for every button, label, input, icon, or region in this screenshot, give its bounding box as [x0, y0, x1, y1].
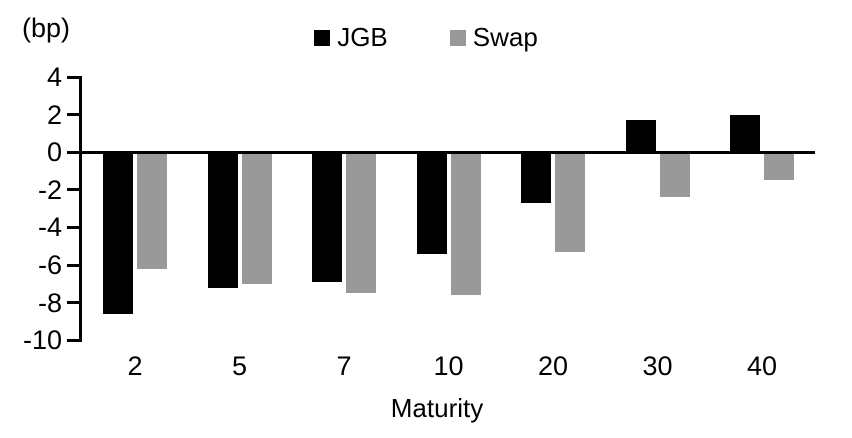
y-axis-tick: [67, 301, 79, 305]
x-axis-tick-label: 20: [537, 351, 569, 381]
legend-label-jgb: JGB: [337, 22, 388, 52]
y-axis-tick-label: 0: [46, 137, 62, 168]
x-axis-tick-label: 40: [746, 351, 778, 381]
bar-jgb: [312, 152, 342, 282]
x-axis-tick-label: 30: [642, 351, 673, 381]
bar-swap: [346, 152, 376, 294]
y-axis-tick: [67, 113, 79, 117]
bar-swap: [555, 152, 585, 252]
bar-jgb: [521, 152, 551, 204]
y-axis-tick-label: -4: [37, 212, 62, 243]
y-axis-tick-label: 2: [46, 99, 62, 130]
bar-swap: [450, 152, 481, 296]
legend: JGB Swap: [0, 22, 852, 53]
y-axis-tick: [67, 225, 79, 229]
bar-swap: [137, 152, 167, 269]
y-axis-tick-label: -10: [22, 325, 62, 356]
y-axis-tick: [67, 150, 79, 154]
x-axis-tick-label: 7: [336, 351, 352, 381]
x-axis-tick-label: 2: [127, 351, 143, 381]
bar-jgb: [625, 120, 656, 153]
bar-swap: [764, 152, 794, 181]
y-axis-tick-label: 4: [46, 62, 62, 93]
x-axis-tick-label: 10: [433, 351, 464, 381]
y-axis-unit-label: (bp): [22, 13, 71, 43]
zero-baseline: [82, 150, 815, 154]
y-axis-tick: [67, 188, 79, 192]
y-axis-tick: [67, 338, 79, 342]
legend-swatch-swap-icon: [449, 29, 466, 46]
y-axis-tick-label: -8: [37, 287, 62, 318]
y-axis-tick: [67, 75, 79, 79]
bar-swap: [659, 152, 690, 198]
y-axis-tick-label: -6: [37, 250, 62, 281]
x-axis-title: Maturity: [390, 393, 484, 423]
legend-item-swap: Swap: [449, 22, 538, 53]
y-axis-tick-label: -2: [37, 174, 62, 205]
bar-jgb: [416, 152, 447, 254]
y-axis-tick: [67, 263, 79, 267]
y-axis-spine: [79, 75, 82, 342]
bar-jgb: [103, 152, 133, 314]
legend-label-swap: Swap: [472, 22, 538, 52]
legend-item-jgb: JGB: [314, 22, 388, 53]
legend-swatch-jgb-icon: [314, 29, 331, 46]
bar-jgb: [207, 152, 238, 288]
bar-swap: [241, 152, 272, 284]
x-axis-tick-label: 5: [231, 351, 248, 381]
bar-jgb: [730, 114, 760, 153]
